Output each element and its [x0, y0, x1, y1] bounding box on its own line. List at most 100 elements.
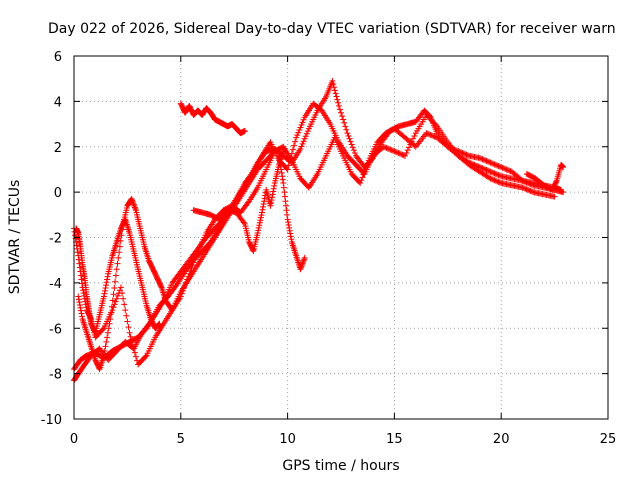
data-point: [289, 146, 296, 153]
data-point: [76, 299, 83, 306]
data-point: [100, 293, 107, 300]
data-point: [551, 193, 558, 200]
data-point: [444, 143, 451, 150]
data-point: [430, 119, 437, 126]
data-point: [130, 200, 137, 207]
data-point: [172, 283, 179, 290]
data-point: [499, 164, 506, 171]
data-point: [105, 325, 112, 332]
data-point: [362, 165, 369, 172]
data-point: [129, 198, 136, 205]
data-point: [278, 169, 285, 176]
data-point: [450, 146, 457, 153]
data-point: [193, 250, 200, 257]
data-point: [491, 177, 498, 184]
data-point: [111, 284, 118, 291]
data-point: [495, 172, 502, 179]
data-point: [494, 178, 501, 185]
data-point: [500, 165, 507, 172]
data-point: [131, 203, 138, 210]
data-point: [256, 222, 263, 229]
data-point: [286, 227, 293, 234]
data-point: [496, 172, 503, 179]
data-point: [388, 147, 395, 154]
data-point: [131, 204, 138, 211]
data-point: [298, 121, 305, 128]
data-point: [451, 146, 458, 153]
data-point: [292, 138, 299, 145]
data-point: [75, 293, 82, 300]
data-point: [498, 164, 505, 171]
data-point: [114, 292, 121, 299]
data-point: [494, 171, 501, 178]
data-point: [384, 145, 391, 152]
data-point: [280, 148, 287, 155]
x-tick-label: 25: [600, 432, 617, 447]
data-point: [104, 334, 111, 341]
data-point: [424, 113, 431, 120]
data-point: [116, 243, 123, 250]
data-point: [285, 222, 292, 229]
data-point: [396, 150, 403, 157]
data-point: [341, 119, 348, 126]
data-point: [286, 224, 293, 231]
data-point: [484, 167, 491, 174]
data-point: [110, 291, 117, 298]
data-point: [348, 141, 355, 148]
data-point: [106, 320, 113, 327]
data-point: [249, 246, 256, 253]
data-point: [380, 143, 387, 150]
data-point: [112, 278, 119, 285]
data-point: [184, 276, 191, 283]
data-point: [331, 84, 338, 91]
data-point: [304, 128, 311, 135]
data-point: [490, 176, 497, 183]
data-point: [488, 169, 495, 176]
data-point: [431, 120, 438, 127]
data-point: [78, 276, 85, 283]
data-point: [358, 177, 365, 184]
data-point: [346, 135, 353, 142]
data-point: [452, 147, 459, 154]
data-point: [268, 197, 275, 204]
data-point: [526, 180, 533, 187]
data-point: [101, 290, 108, 297]
y-tick-label: -6: [49, 322, 62, 337]
data-point: [492, 161, 499, 168]
data-point: [523, 179, 530, 186]
data-point: [287, 230, 294, 237]
data-point: [526, 187, 533, 194]
data-point: [257, 214, 264, 221]
data-point: [297, 146, 304, 153]
data-point: [298, 263, 305, 270]
data-point: [410, 135, 417, 142]
data-point: [107, 316, 114, 323]
data-point: [291, 142, 298, 149]
data-point: [560, 189, 567, 196]
data-point: [482, 157, 489, 164]
data-point: [299, 262, 306, 269]
data-point: [181, 284, 188, 291]
data-point: [528, 181, 535, 188]
data-point: [79, 280, 86, 287]
data-point: [301, 256, 308, 263]
data-point: [186, 270, 193, 277]
data-point: [339, 113, 346, 120]
data-point: [261, 198, 268, 205]
data-point: [432, 121, 439, 128]
data-point: [129, 341, 136, 348]
data-point: [108, 309, 115, 316]
data-point: [104, 276, 111, 283]
data-point: [392, 148, 399, 155]
data-point: [280, 184, 287, 191]
data-point: [113, 295, 120, 302]
data-point: [269, 191, 276, 198]
data-point: [268, 199, 275, 206]
data-point: [336, 106, 343, 113]
data-point: [183, 279, 190, 286]
data-point: [458, 149, 465, 156]
data-point: [177, 293, 184, 300]
data-point: [104, 329, 111, 336]
data-point: [282, 198, 289, 205]
data-point: [297, 264, 304, 271]
